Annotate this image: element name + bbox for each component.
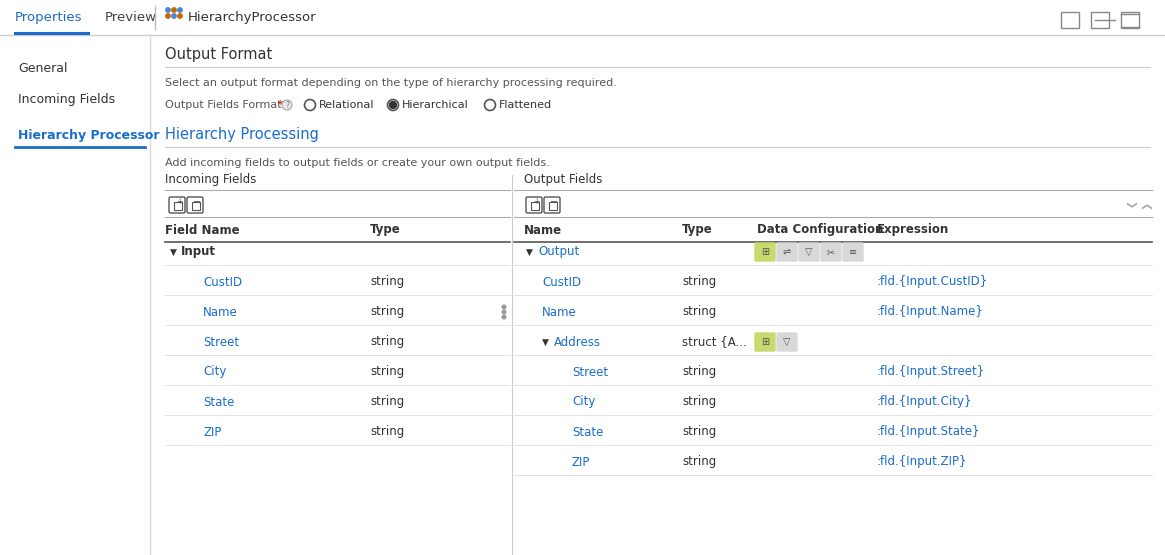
Text: State: State <box>572 426 603 438</box>
Text: Output: Output <box>538 245 579 259</box>
Text: ▽: ▽ <box>805 247 813 257</box>
Text: Hierarchy Processing: Hierarchy Processing <box>165 128 319 143</box>
Text: Output Fields: Output Fields <box>524 174 602 186</box>
Text: Incoming Fields: Incoming Fields <box>165 174 256 186</box>
Text: Output Format: Output Format <box>165 48 273 63</box>
Bar <box>1061 12 1079 28</box>
Text: ?: ? <box>285 100 289 109</box>
Text: CustID: CustID <box>542 275 581 289</box>
Text: ▼: ▼ <box>527 248 532 256</box>
FancyBboxPatch shape <box>843 243 863 261</box>
Text: string: string <box>682 275 716 289</box>
Text: string: string <box>370 275 404 289</box>
FancyBboxPatch shape <box>777 333 797 351</box>
Text: ❯: ❯ <box>1142 201 1152 209</box>
Text: Name: Name <box>203 305 238 319</box>
Text: Properties: Properties <box>15 11 83 24</box>
Text: +: + <box>176 198 182 206</box>
Text: Hierarchy Processor: Hierarchy Processor <box>17 129 160 142</box>
Text: Type: Type <box>682 224 713 236</box>
Text: string: string <box>682 456 716 468</box>
Text: +: + <box>532 198 539 206</box>
Text: −: − <box>550 197 558 207</box>
Circle shape <box>502 305 506 309</box>
Circle shape <box>171 8 176 12</box>
Text: Input: Input <box>181 245 216 259</box>
Text: string: string <box>370 396 404 408</box>
Circle shape <box>178 8 182 12</box>
Text: Name: Name <box>524 224 563 236</box>
Text: HierarchyProcessor: HierarchyProcessor <box>188 11 317 24</box>
Text: CustID: CustID <box>203 275 242 289</box>
Bar <box>550 203 557 210</box>
Text: Incoming Fields: Incoming Fields <box>17 93 115 107</box>
Text: :fld.{Input.CustID}: :fld.{Input.CustID} <box>877 275 988 289</box>
Text: ⊞: ⊞ <box>761 337 769 347</box>
Text: :fld.{Input.City}: :fld.{Input.City} <box>877 396 973 408</box>
Circle shape <box>165 14 170 18</box>
Text: ▼: ▼ <box>170 248 177 256</box>
Circle shape <box>171 14 176 18</box>
Text: Data Configuration: Data Configuration <box>757 224 883 236</box>
Text: Preview: Preview <box>105 11 157 24</box>
Circle shape <box>502 315 506 319</box>
FancyBboxPatch shape <box>755 333 775 351</box>
Text: Street: Street <box>203 336 239 349</box>
Circle shape <box>502 310 506 314</box>
Text: Add incoming fields to output fields or create your own output fields.: Add incoming fields to output fields or … <box>165 158 550 168</box>
Bar <box>1121 12 1139 28</box>
Text: City: City <box>572 396 595 408</box>
Text: ZIP: ZIP <box>572 456 591 468</box>
Bar <box>531 203 538 210</box>
Text: struct {A...: struct {A... <box>682 336 747 349</box>
Text: City: City <box>203 366 226 379</box>
Text: :fld.{Input.Name}: :fld.{Input.Name} <box>877 305 984 319</box>
Bar <box>1090 12 1109 28</box>
Text: string: string <box>370 366 404 379</box>
Text: Type: Type <box>370 224 401 236</box>
Text: ZIP: ZIP <box>203 426 221 438</box>
Text: Expression: Expression <box>877 224 949 236</box>
Text: General: General <box>17 62 68 74</box>
Text: Address: Address <box>555 336 601 349</box>
Text: :fld.{Input.State}: :fld.{Input.State} <box>877 426 981 438</box>
Text: −: − <box>193 197 202 207</box>
Text: ⇌: ⇌ <box>783 247 791 257</box>
Circle shape <box>178 14 182 18</box>
Circle shape <box>282 100 292 110</box>
Text: :fld.{Input.ZIP}: :fld.{Input.ZIP} <box>877 456 967 468</box>
Text: Name: Name <box>542 305 577 319</box>
Bar <box>175 203 182 210</box>
Circle shape <box>165 8 170 12</box>
Text: ≡: ≡ <box>849 247 857 257</box>
Text: Relational: Relational <box>319 100 374 110</box>
Text: ❯: ❯ <box>1125 201 1135 209</box>
Text: *: * <box>278 100 283 110</box>
Text: string: string <box>370 305 404 319</box>
Text: string: string <box>682 366 716 379</box>
Text: :fld.{Input.Street}: :fld.{Input.Street} <box>877 366 986 379</box>
Text: State: State <box>203 396 234 408</box>
Text: Select an output format depending on the type of hierarchy processing required.: Select an output format depending on the… <box>165 78 617 88</box>
Text: string: string <box>682 396 716 408</box>
Bar <box>192 203 199 210</box>
FancyBboxPatch shape <box>821 243 841 261</box>
Text: Hierarchical: Hierarchical <box>402 100 468 110</box>
FancyBboxPatch shape <box>799 243 819 261</box>
Text: string: string <box>370 426 404 438</box>
Text: Field Name: Field Name <box>165 224 240 236</box>
Text: ✂: ✂ <box>827 247 835 257</box>
Text: ▼: ▼ <box>542 337 549 346</box>
Text: string: string <box>682 305 716 319</box>
Text: string: string <box>682 426 716 438</box>
FancyBboxPatch shape <box>755 243 775 261</box>
FancyBboxPatch shape <box>777 243 797 261</box>
Text: string: string <box>370 336 404 349</box>
Circle shape <box>389 102 396 108</box>
Text: Output Fields Format:: Output Fields Format: <box>165 100 285 110</box>
Text: Flattened: Flattened <box>499 100 552 110</box>
Text: Street: Street <box>572 366 608 379</box>
Text: ⊞: ⊞ <box>761 247 769 257</box>
Text: ▽: ▽ <box>783 337 791 347</box>
